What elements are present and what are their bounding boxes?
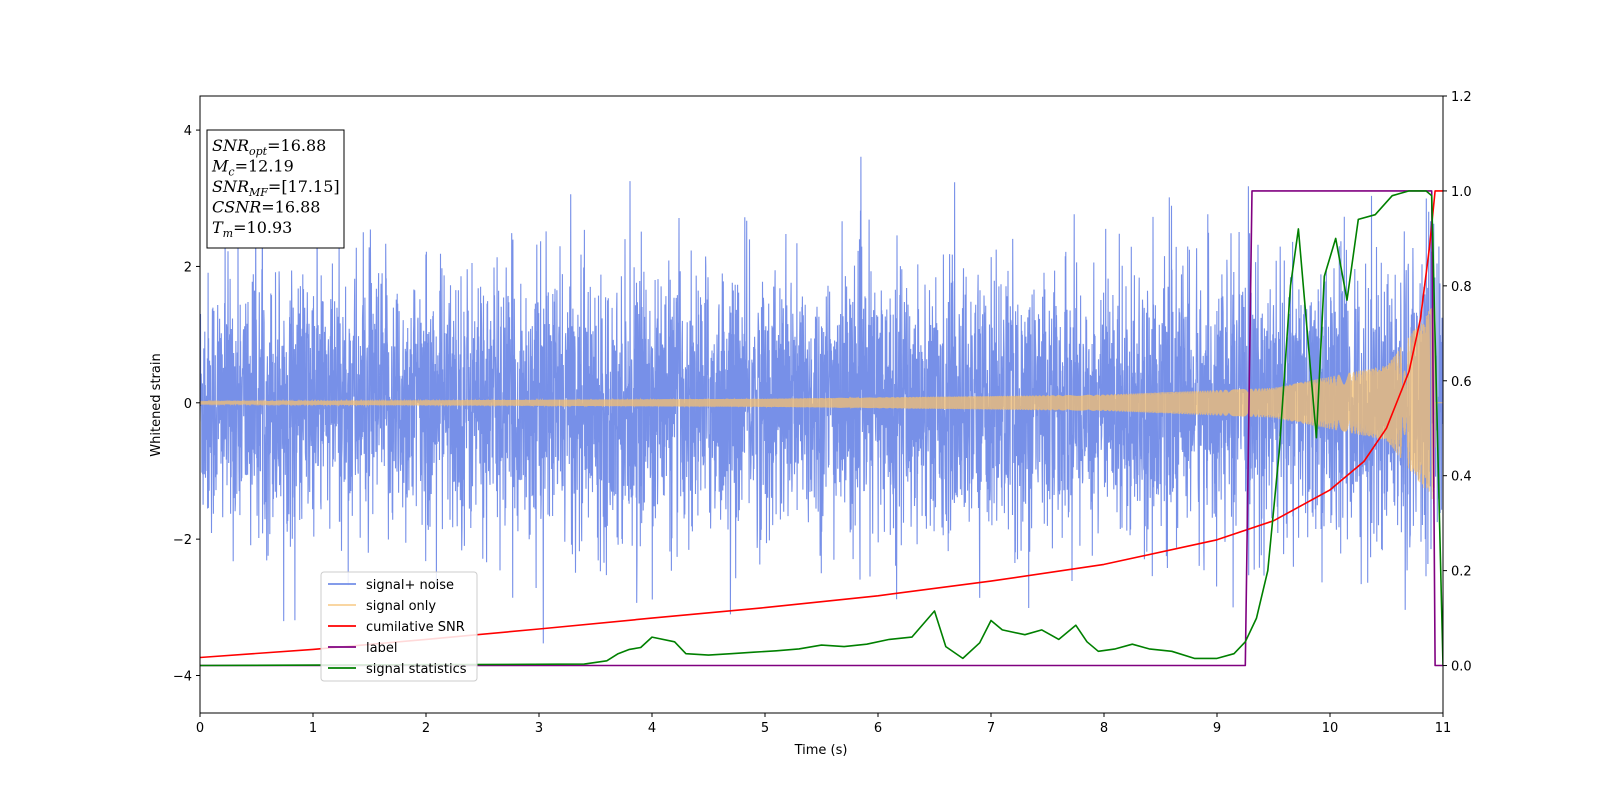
y2-tick-label: 0.6	[1451, 375, 1472, 390]
y-tick-label: −2	[173, 533, 192, 548]
series-signal-statistics-line	[200, 190, 1443, 667]
legend-label: signal+ noise	[366, 578, 454, 593]
y-tick-label: 0	[184, 397, 192, 412]
y-tick-label: 2	[184, 260, 192, 275]
x-tick-label: 2	[422, 721, 430, 736]
legend-items: signal+ noise signal only cumilative SNR la…	[328, 578, 467, 677]
x-tick-label: 4	[648, 721, 656, 736]
x-tick-label: 0	[196, 721, 204, 736]
y2-tick-label: 0.4	[1451, 470, 1472, 485]
series-cumilative-snr-line	[200, 190, 1443, 659]
series-signal-only-line	[200, 302, 1443, 501]
annotation-line: CSNR=16.88	[212, 198, 320, 217]
y-tick-label: −4	[173, 670, 192, 685]
series-label-line	[200, 190, 1443, 667]
annotation-line: SNRMF=[17.15]	[212, 177, 340, 199]
legend-label: signal statistics	[366, 662, 467, 677]
legend: signal+ noise signal only cumilative SNR la…	[320, 571, 478, 682]
y-tick-label: 4	[184, 124, 192, 139]
ticks-layer: 0 1 2 3 4 5 6 7 8 9 10 11 −4 −2 0 2 4 0.0 0.2 0.4 0.6 0.8 1.0 1…	[173, 90, 1472, 736]
legend-label: signal only	[366, 599, 436, 614]
annotation-line: Mc=12.19	[211, 157, 294, 179]
x-tick-label: 9	[1213, 721, 1221, 736]
x-tick-label: 5	[761, 721, 769, 736]
x-tick-label: 8	[1100, 721, 1108, 736]
y2-tick-label: 1.2	[1451, 90, 1472, 105]
y2-tick-label: 1.0	[1451, 185, 1472, 200]
annotation-line: Tm=10.93	[212, 218, 292, 240]
y2-tick-label: 0.0	[1451, 660, 1472, 675]
x-tick-label: 11	[1435, 721, 1452, 736]
y2-tick-label: 0.2	[1451, 565, 1472, 580]
x-axis-label: Time (s)	[794, 743, 848, 758]
annotation-line: SNRopt=16.88	[212, 136, 326, 158]
y-axis-label: Whitened strain	[149, 353, 164, 456]
x-tick-label: 10	[1322, 721, 1339, 736]
x-tick-label: 6	[874, 721, 882, 736]
x-tick-label: 7	[987, 721, 995, 736]
series-layer	[200, 156, 1443, 667]
legend-label: label	[366, 641, 397, 656]
plot-frame	[199, 95, 1444, 714]
annotation-lines: SNRopt=16.88Mc=12.19SNRMF=[17.15]CSNR=16…	[211, 136, 340, 240]
annotation-box: SNRopt=16.88Mc=12.19SNRMF=[17.15]CSNR=16…	[206, 129, 345, 249]
x-tick-label: 1	[309, 721, 317, 736]
series-signal-noise-line	[200, 156, 1443, 644]
x-tick-label: 3	[535, 721, 543, 736]
legend-label: cumilative SNR	[366, 620, 465, 635]
y2-tick-label: 0.8	[1451, 280, 1472, 295]
